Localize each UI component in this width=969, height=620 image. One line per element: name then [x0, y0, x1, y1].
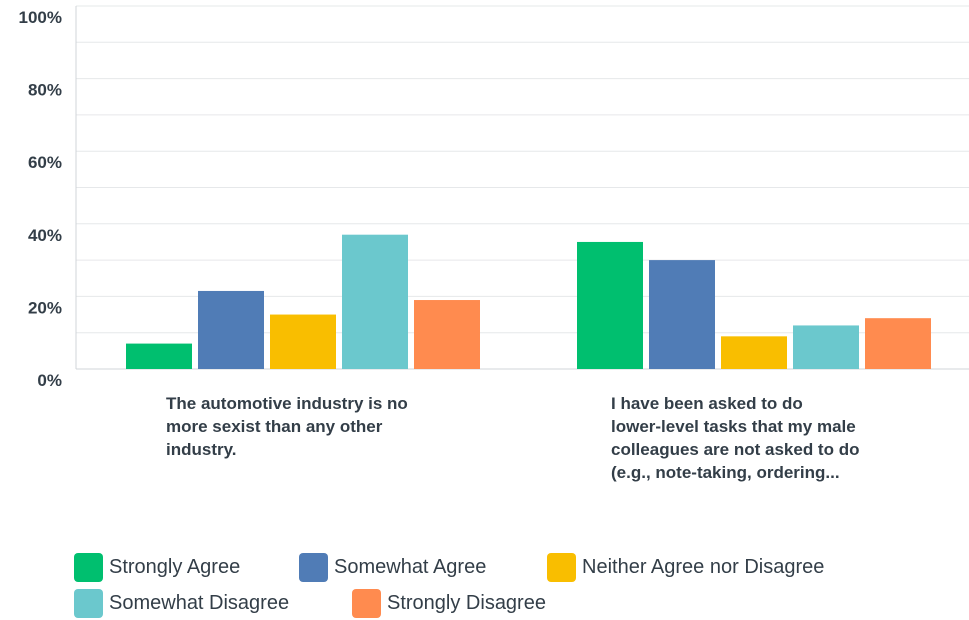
y-tick-label: 100%	[19, 8, 62, 27]
gridlines	[76, 5, 969, 334]
bar-strongly-disagree-cat2	[865, 318, 931, 369]
bar-strongly-disagree-cat1	[414, 300, 480, 369]
y-tick-label: 40%	[28, 226, 62, 245]
legend-label: Neither Agree nor Disagree	[582, 556, 825, 578]
y-tick-label: 20%	[28, 298, 62, 317]
category-label-1: The automotive industry is no more sexist…	[166, 392, 486, 461]
legend-swatch	[547, 553, 576, 582]
category-label-line: industry.	[166, 440, 237, 459]
legend-label: Strongly Agree	[109, 556, 241, 578]
bar-somewhat-agree-cat1	[198, 290, 264, 369]
legend-item-somewhat-agree[interactable]: Somewhat Agree	[299, 553, 486, 582]
y-tick-label: 60%	[28, 153, 62, 172]
category-label-line: colleagues are not asked to do	[611, 440, 860, 459]
legend-label: Strongly Disagree	[387, 592, 546, 614]
category-label-line: (e.g., note-taking, ordering...	[611, 463, 840, 482]
bar-neither-agree-nor-disagree-cat2	[721, 336, 787, 369]
bar-strongly-agree-cat2	[577, 241, 643, 369]
y-tick-label: 80%	[28, 81, 62, 100]
legend-swatch	[299, 553, 328, 582]
legend-label: Somewhat Agree	[334, 556, 487, 578]
legend-swatch	[352, 589, 381, 618]
legend-item-neither-agree-nor-disagree[interactable]: Neither Agree nor Disagree	[547, 553, 824, 582]
legend-item-strongly-disagree[interactable]: Strongly Disagree	[352, 589, 546, 618]
bar-strongly-agree-cat1	[126, 343, 192, 369]
legend-swatch	[74, 589, 103, 618]
y-tick-label: 0%	[37, 371, 62, 390]
legend-swatch	[74, 553, 103, 582]
category-label-line: more sexist than any other	[166, 417, 383, 436]
category-label-line: lower-level tasks that my male	[611, 417, 856, 436]
bar-somewhat-disagree-cat1	[342, 234, 408, 369]
legend-label: Somewhat Disagree	[109, 592, 290, 614]
bar-somewhat-agree-cat2	[649, 260, 715, 369]
bars	[126, 234, 931, 369]
category-label-2: I have been asked to do lower-level tasks…	[611, 392, 941, 484]
bar-somewhat-disagree-cat2	[793, 325, 859, 369]
legend-item-somewhat-disagree[interactable]: Somewhat Disagree	[74, 589, 289, 618]
legend-item-strongly-agree[interactable]: Strongly Agree	[74, 553, 240, 582]
category-label-line: The automotive industry is no	[166, 394, 408, 413]
bar-neither-agree-nor-disagree-cat1	[270, 314, 336, 369]
category-label-line: I have been asked to do	[611, 394, 803, 413]
